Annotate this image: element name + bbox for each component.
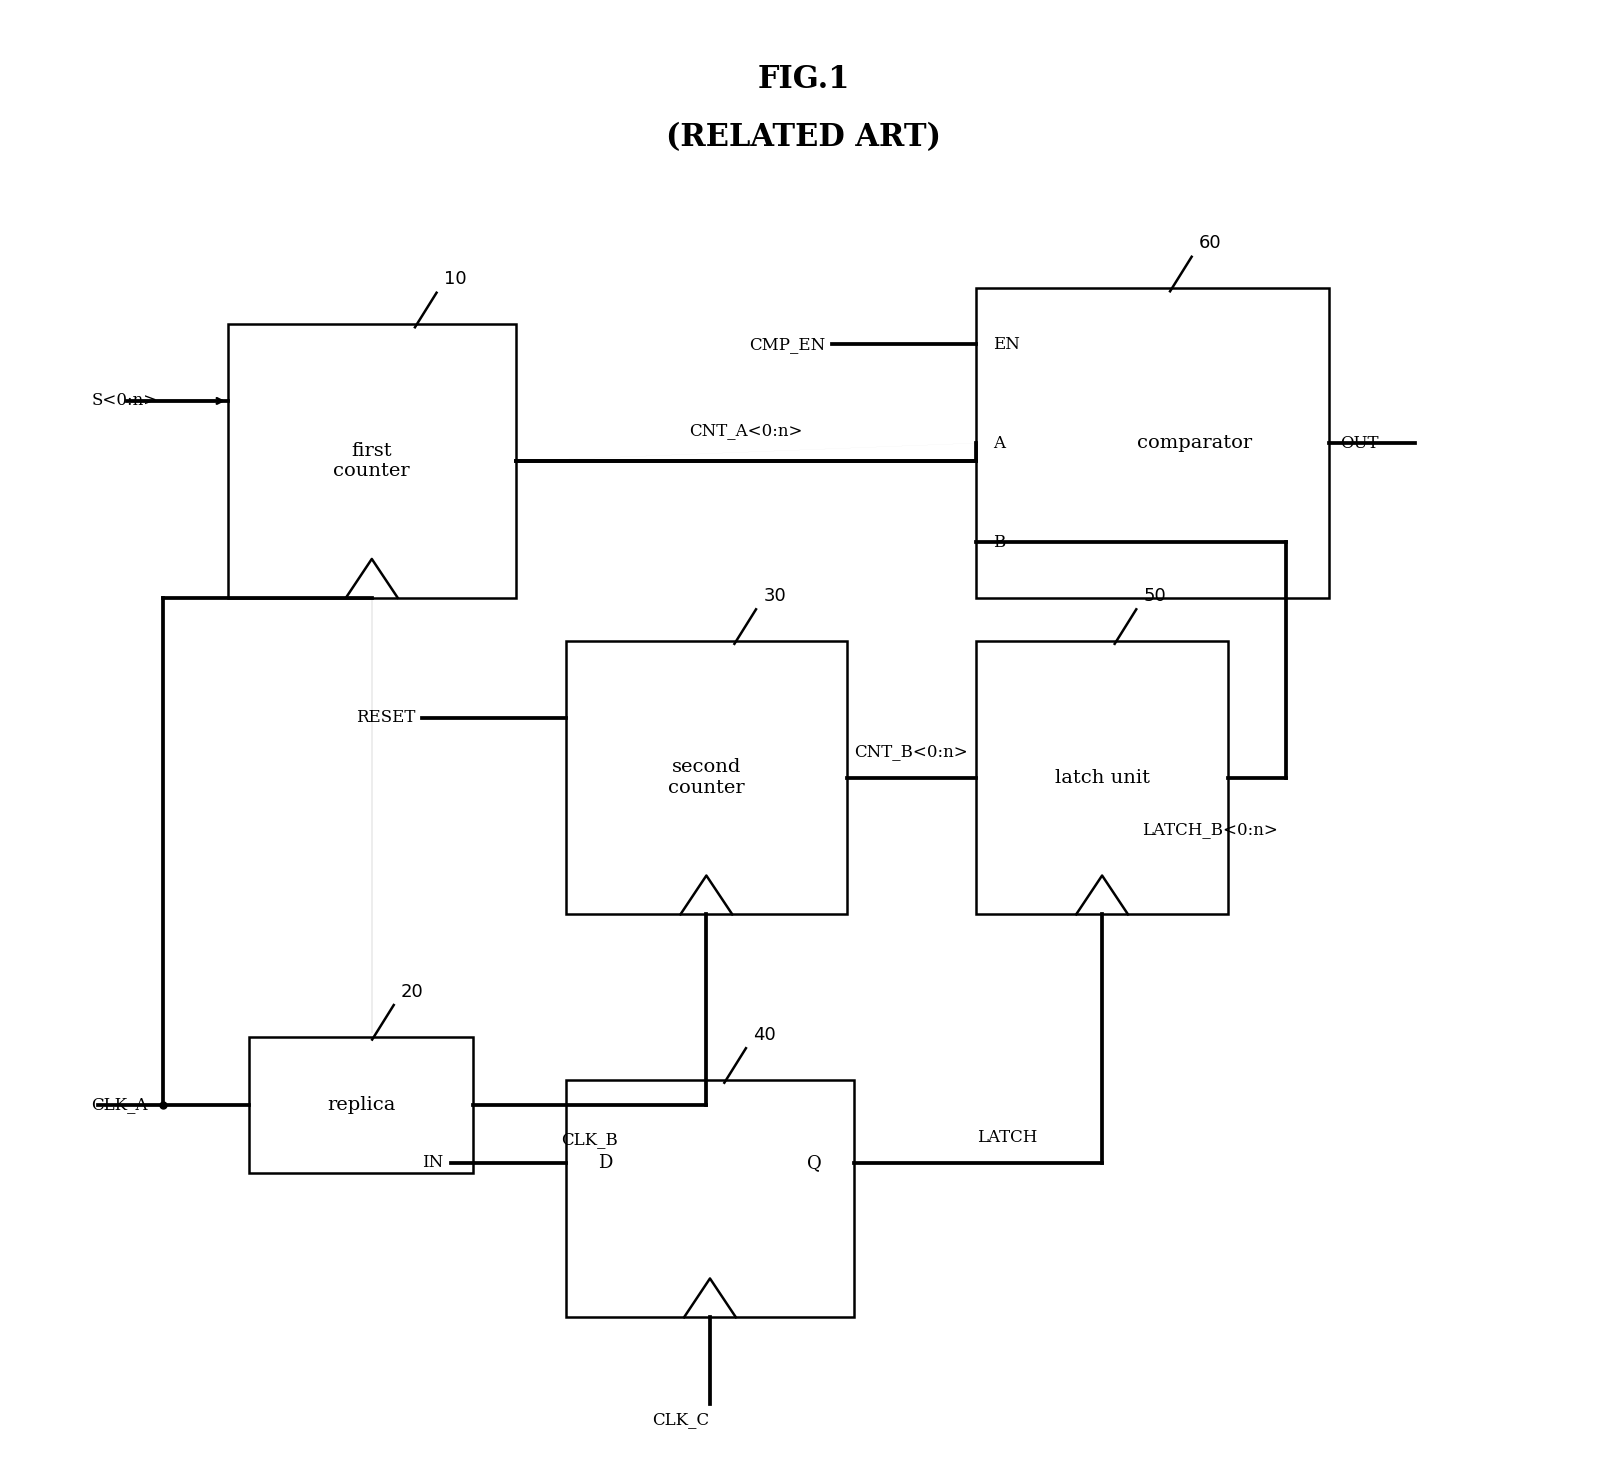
Bar	[975, 288, 1329, 598]
Text: Q: Q	[807, 1155, 823, 1172]
Text: CNT_B<0:n>: CNT_B<0:n>	[855, 743, 969, 761]
Text: A: A	[993, 435, 1006, 451]
Text: IN: IN	[423, 1155, 444, 1171]
Text: CLK_B: CLK_B	[561, 1131, 617, 1147]
Bar	[566, 1080, 853, 1318]
Text: second
counter: second counter	[669, 758, 744, 798]
Text: 10: 10	[444, 270, 466, 288]
Bar	[975, 640, 1228, 914]
Text: latch unit: latch unit	[1054, 768, 1149, 787]
Text: 40: 40	[754, 1025, 776, 1044]
Text: first
counter: first counter	[334, 442, 410, 480]
Text: LATCH_B<0:n>: LATCH_B<0:n>	[1143, 821, 1279, 837]
Text: 20: 20	[400, 983, 424, 1000]
Text: CMP_EN: CMP_EN	[749, 335, 824, 353]
Text: replica: replica	[326, 1096, 395, 1114]
Text: EN: EN	[993, 335, 1020, 353]
Text: CNT_A<0:n>: CNT_A<0:n>	[689, 423, 802, 439]
Text: LATCH: LATCH	[977, 1128, 1037, 1146]
Bar	[566, 640, 847, 914]
Bar	[249, 1037, 472, 1174]
Text: 30: 30	[763, 588, 786, 605]
Text: 60: 60	[1199, 235, 1221, 253]
Text: (RELATED ART): (RELATED ART)	[665, 122, 942, 153]
Text: comparator: comparator	[1138, 435, 1252, 452]
Text: FIG.1: FIG.1	[757, 65, 850, 95]
Text: OUT: OUT	[1340, 435, 1379, 451]
Bar	[228, 325, 516, 598]
Text: S<0:n>: S<0:n>	[92, 392, 157, 410]
Text: B: B	[993, 533, 1006, 551]
Text: 50: 50	[1144, 588, 1167, 605]
Text: CLK_C: CLK_C	[652, 1410, 710, 1428]
Text: CLK_A: CLK_A	[92, 1096, 148, 1114]
Text: D: D	[598, 1155, 612, 1172]
Text: RESET: RESET	[355, 710, 415, 726]
